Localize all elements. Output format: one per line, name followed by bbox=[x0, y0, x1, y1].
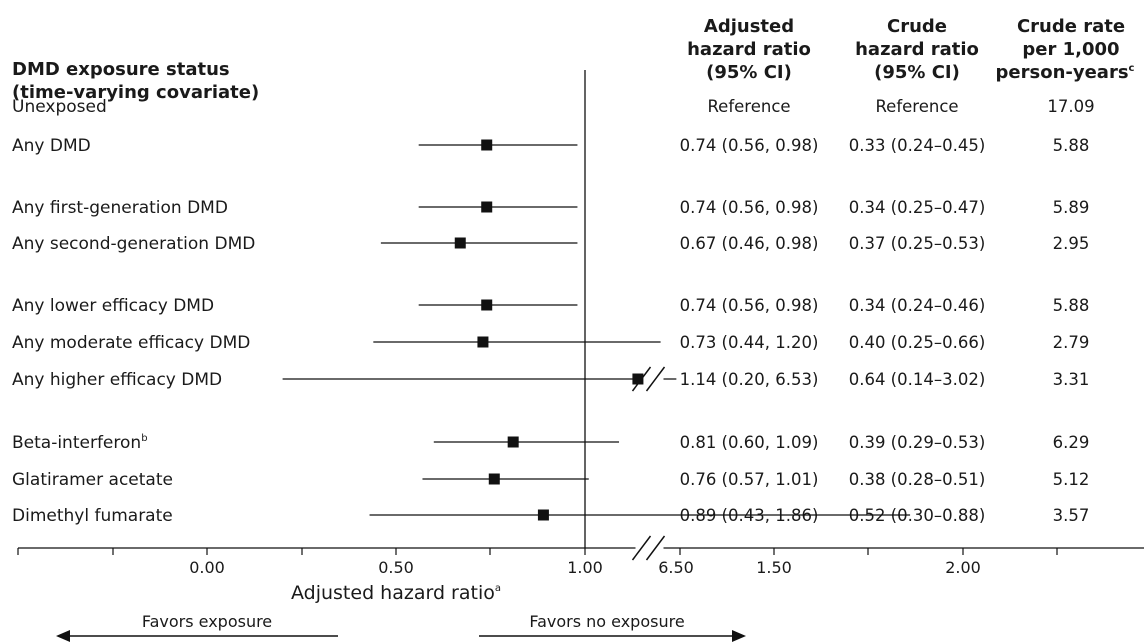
plot-layer bbox=[282, 70, 911, 548]
rate-header-line2: per 1,000 bbox=[1022, 39, 1119, 60]
crude-header-line3: (95% CI) bbox=[874, 62, 960, 83]
header: DMD exposure status (time-varying covari… bbox=[12, 16, 1135, 103]
crude-rate-value: 2.95 bbox=[1053, 234, 1090, 253]
point-estimate bbox=[454, 237, 466, 249]
row-label-text: Dimethyl fumarate bbox=[12, 506, 173, 526]
adjusted-header-line3: (95% CI) bbox=[706, 62, 792, 83]
ci-axis-break-slash bbox=[645, 366, 666, 392]
row-label-text: Glatiramer acetate bbox=[12, 470, 173, 490]
row-label: Dimethyl fumarate bbox=[12, 506, 173, 526]
x-axis: 0.00 0.50 1.00 1.50 2.00 6.50 bbox=[17, 535, 1144, 577]
adjusted-hr-value: 0.73 (0.44, 1.20) bbox=[680, 333, 819, 352]
x-tick-label: 0.50 bbox=[378, 558, 414, 577]
crude-rate-value: 3.31 bbox=[1053, 370, 1090, 389]
adjusted-hr-value: 1.14 (0.20, 6.53) bbox=[680, 370, 819, 389]
row-label-text: Any second-generation DMD bbox=[12, 234, 255, 254]
row-label: Any moderate efficacy DMD bbox=[12, 333, 250, 353]
crude-hr-value: 0.34 (0.24–0.46) bbox=[849, 296, 986, 315]
favors-exposure: Favors exposure bbox=[56, 612, 338, 642]
crude-hr-value: 0.33 (0.24–0.45) bbox=[849, 136, 986, 155]
row-label: Glatiramer acetate bbox=[12, 470, 173, 490]
row-label: Any lower efficacy DMD bbox=[12, 296, 214, 316]
point-estimate bbox=[481, 139, 493, 151]
row-label: Any first-generation DMD bbox=[12, 198, 228, 218]
crude-rate-value: 5.89 bbox=[1053, 198, 1090, 217]
adjusted-hr-value: 0.74 (0.56, 0.98) bbox=[680, 296, 819, 315]
row-label-text: Any lower efficacy DMD bbox=[12, 296, 214, 316]
adjusted-header-line1: Adjusted bbox=[704, 16, 794, 37]
point-estimate bbox=[481, 201, 493, 213]
adjusted-hr-value: 0.81 (0.60, 1.09) bbox=[680, 433, 819, 452]
adjusted-header-line2: hazard ratio bbox=[687, 39, 811, 60]
favors-exposure-label: Favors exposure bbox=[142, 612, 272, 631]
adjusted-hr-value: Reference bbox=[707, 97, 790, 116]
favors-no-exposure-label: Favors no exposure bbox=[529, 612, 684, 631]
adjusted-hr-value: 0.67 (0.46, 0.98) bbox=[680, 234, 819, 253]
crude-rate-value: 3.57 bbox=[1053, 506, 1090, 525]
row-label: Any DMD bbox=[12, 136, 91, 156]
point-estimate bbox=[507, 436, 519, 448]
row-label: Beta-interferonb bbox=[12, 433, 148, 453]
x-tick-label: 1.00 bbox=[567, 558, 603, 577]
crude-hr-value: 0.37 (0.25–0.53) bbox=[849, 234, 986, 253]
x-axis-break bbox=[631, 535, 666, 561]
x-tick-label: 6.50 bbox=[658, 558, 694, 577]
crude-hr-value: 0.52 (0.30–0.88) bbox=[849, 506, 986, 525]
point-estimate bbox=[488, 473, 500, 485]
x-axis-label: Adjusted hazard ratioa bbox=[291, 582, 501, 604]
favors-no-exposure-arrowhead bbox=[732, 630, 746, 642]
crude-hr-value: 0.38 (0.28–0.51) bbox=[849, 470, 986, 489]
crude-rate-value: 2.79 bbox=[1053, 333, 1090, 352]
x-tick-label: 0.00 bbox=[189, 558, 225, 577]
row-label: Unexposed bbox=[12, 97, 107, 117]
x-axis-break-slash bbox=[631, 535, 652, 561]
x-tick-label: 2.00 bbox=[945, 558, 981, 577]
adjusted-hr-value: 0.74 (0.56, 0.98) bbox=[680, 198, 819, 217]
adjusted-hr-value: 0.76 (0.57, 1.01) bbox=[680, 470, 819, 489]
row-label: Any higher efficacy DMD bbox=[12, 370, 222, 390]
row-label: Any second-generation DMD bbox=[12, 234, 255, 254]
crude-header-line1: Crude bbox=[887, 16, 947, 37]
point-estimate bbox=[477, 336, 489, 348]
crude-rate-value: 5.88 bbox=[1053, 136, 1090, 155]
x-axis-label-superscript: a bbox=[495, 583, 501, 594]
row-label-text: Beta-interferon bbox=[12, 433, 141, 453]
point-estimate bbox=[481, 299, 493, 311]
crude-rate-value: 17.09 bbox=[1047, 97, 1094, 116]
crude-hr-value: 0.40 (0.25–0.66) bbox=[849, 333, 986, 352]
crude-rate-value: 5.88 bbox=[1053, 296, 1090, 315]
adjusted-hr-value: 0.74 (0.56, 0.98) bbox=[680, 136, 819, 155]
rate-header-superscript: c bbox=[1129, 63, 1135, 74]
favors-no-exposure: Favors no exposure bbox=[479, 612, 746, 642]
favors-exposure-arrowhead bbox=[56, 630, 70, 642]
x-axis-break-slash bbox=[645, 535, 666, 561]
row-label-text: Any DMD bbox=[12, 136, 91, 156]
x-tick-label: 1.50 bbox=[756, 558, 792, 577]
row-label-text: Any higher efficacy DMD bbox=[12, 370, 222, 390]
ci-axis-break bbox=[631, 366, 666, 392]
crude-header-line2: hazard ratio bbox=[855, 39, 979, 60]
point-estimate bbox=[537, 509, 549, 521]
label-column-header-line2: (time-varying covariate) bbox=[12, 82, 259, 103]
crude-hr-value: Reference bbox=[875, 97, 958, 116]
row-label-text: Any first-generation DMD bbox=[12, 198, 228, 218]
crude-hr-value: 0.34 (0.25–0.47) bbox=[849, 198, 986, 217]
crude-rate-value: 5.12 bbox=[1053, 470, 1090, 489]
row-label-text: Any moderate efficacy DMD bbox=[12, 333, 250, 353]
crude-hr-value: 0.64 (0.14–3.02) bbox=[849, 370, 986, 389]
rate-header-line3: person-yearsc bbox=[996, 62, 1135, 83]
label-column-header-line1: DMD exposure status bbox=[12, 59, 230, 80]
row-label-text: Unexposed bbox=[12, 97, 107, 117]
row-label-superscript: b bbox=[141, 433, 147, 444]
rate-header-line1: Crude rate bbox=[1017, 16, 1125, 37]
point-estimate bbox=[632, 373, 644, 385]
crude-hr-value: 0.39 (0.29–0.53) bbox=[849, 433, 986, 452]
rows-layer: Unexposed Reference Reference 17.09 Any DMD 0… bbox=[12, 97, 1095, 526]
crude-rate-value: 6.29 bbox=[1053, 433, 1090, 452]
